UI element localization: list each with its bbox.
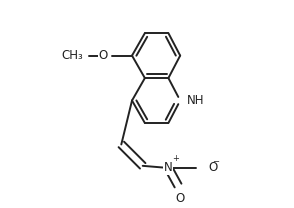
Text: N: N (164, 161, 173, 175)
Text: CH₃: CH₃ (61, 49, 83, 62)
Text: O: O (208, 161, 217, 175)
Text: O: O (98, 49, 107, 62)
Text: O: O (176, 192, 185, 204)
Text: NH: NH (187, 94, 204, 107)
Text: +: + (172, 154, 179, 163)
Text: −: − (212, 157, 219, 166)
